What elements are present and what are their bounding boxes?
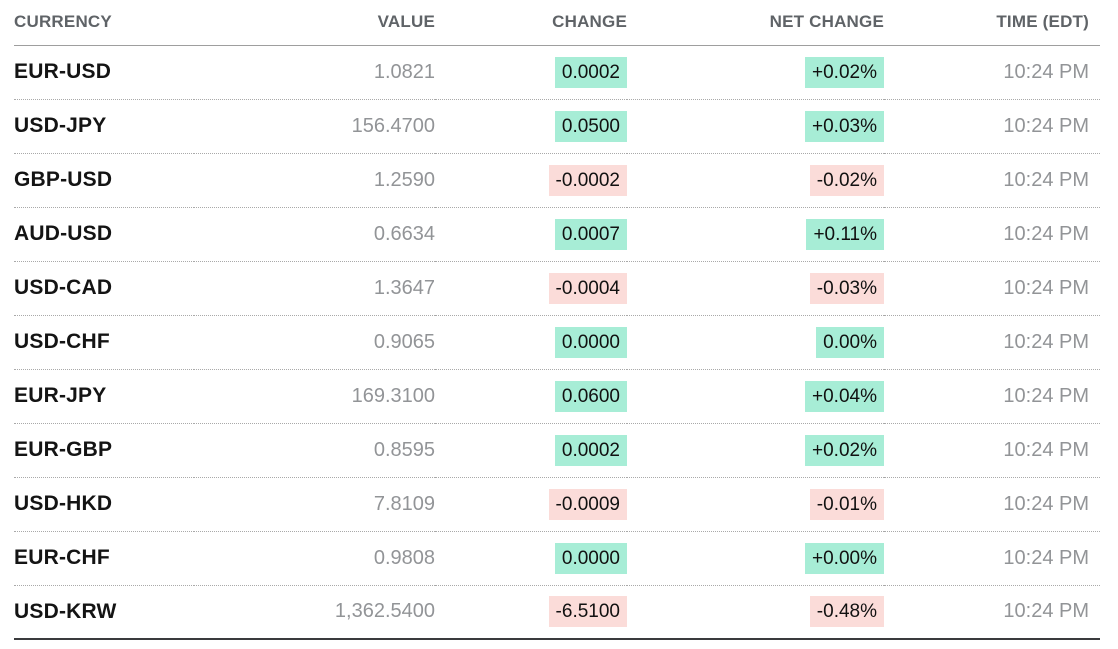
change-badge: 0.0002	[554, 434, 627, 466]
net-change-cell: -0.03%	[627, 261, 884, 316]
table-row[interactable]: GBP-USD 1.2590 -0.0002 -0.02% 10:24 PM	[14, 153, 1100, 208]
net-change-badge: 0.00%	[816, 326, 884, 358]
change-badge: 0.0007	[554, 218, 627, 250]
table-row[interactable]: USD-CHF 0.9065 0.0000 0.00% 10:24 PM	[14, 315, 1100, 370]
change-cell: 0.0002	[435, 45, 627, 100]
value-cell: 0.8595	[194, 423, 435, 478]
value-cell: 7.8109	[194, 477, 435, 532]
column-header-net-change: NET CHANGE	[627, 0, 884, 46]
change-badge: -0.0004	[548, 272, 627, 304]
table-row[interactable]: EUR-GBP 0.8595 0.0002 +0.02% 10:24 PM	[14, 423, 1100, 478]
change-cell: 0.0500	[435, 99, 627, 154]
currency-pair-link[interactable]: USD-HKD	[14, 477, 194, 532]
currency-pair-link[interactable]: GBP-USD	[14, 153, 194, 208]
time-cell: 10:24 PM	[884, 45, 1100, 100]
value-cell: 0.9808	[194, 531, 435, 586]
value-cell: 1.0821	[194, 45, 435, 100]
table-row[interactable]: EUR-JPY 169.3100 0.0600 +0.04% 10:24 PM	[14, 369, 1100, 424]
change-cell: 0.0002	[435, 423, 627, 478]
table-row[interactable]: USD-JPY 156.4700 0.0500 +0.03% 10:24 PM	[14, 99, 1100, 154]
currency-pair-link[interactable]: EUR-JPY	[14, 369, 194, 424]
column-header-change: CHANGE	[435, 0, 627, 46]
net-change-cell: +0.11%	[627, 207, 884, 262]
net-change-badge: +0.02%	[805, 434, 884, 466]
currency-pair-link[interactable]: EUR-GBP	[14, 423, 194, 478]
net-change-cell: +0.04%	[627, 369, 884, 424]
value-cell: 1.2590	[194, 153, 435, 208]
net-change-cell: +0.00%	[627, 531, 884, 586]
table-row[interactable]: EUR-USD 1.0821 0.0002 +0.02% 10:24 PM	[14, 45, 1100, 100]
net-change-badge: -0.03%	[809, 272, 884, 304]
net-change-badge: -0.02%	[809, 164, 884, 196]
change-badge: 0.0600	[554, 380, 627, 412]
change-cell: -0.0002	[435, 153, 627, 208]
net-change-badge: -0.01%	[809, 488, 884, 520]
change-badge: 0.0002	[554, 56, 627, 88]
change-cell: -6.5100	[435, 585, 627, 640]
net-change-cell: +0.02%	[627, 45, 884, 100]
net-change-cell: -0.48%	[627, 585, 884, 640]
change-cell: 0.0600	[435, 369, 627, 424]
time-cell: 10:24 PM	[884, 153, 1100, 208]
change-badge: -0.0002	[548, 164, 627, 196]
change-badge: 0.0000	[554, 326, 627, 358]
net-change-badge: +0.02%	[805, 56, 884, 88]
change-badge: -0.0009	[548, 488, 627, 520]
time-cell: 10:24 PM	[884, 99, 1100, 154]
table-row[interactable]: AUD-USD 0.6634 0.0007 +0.11% 10:24 PM	[14, 207, 1100, 262]
time-cell: 10:24 PM	[884, 423, 1100, 478]
net-change-badge: -0.48%	[809, 596, 884, 628]
value-cell: 0.9065	[194, 315, 435, 370]
net-change-badge: +0.04%	[805, 380, 884, 412]
table-row[interactable]: EUR-CHF 0.9808 0.0000 +0.00% 10:24 PM	[14, 531, 1100, 586]
table-row[interactable]: USD-HKD 7.8109 -0.0009 -0.01% 10:24 PM	[14, 477, 1100, 532]
table-row[interactable]: USD-CAD 1.3647 -0.0004 -0.03% 10:24 PM	[14, 261, 1100, 316]
currency-pair-link[interactable]: AUD-USD	[14, 207, 194, 262]
change-cell: -0.0004	[435, 261, 627, 316]
net-change-badge: +0.00%	[805, 542, 884, 574]
time-cell: 10:24 PM	[884, 369, 1100, 424]
change-cell: -0.0009	[435, 477, 627, 532]
net-change-cell: -0.02%	[627, 153, 884, 208]
change-cell: 0.0000	[435, 315, 627, 370]
currency-pair-link[interactable]: EUR-CHF	[14, 531, 194, 586]
column-header-time: TIME (EDT)	[884, 0, 1100, 46]
value-cell: 169.3100	[194, 369, 435, 424]
change-badge: 0.0500	[554, 110, 627, 142]
table-body: EUR-USD 1.0821 0.0002 +0.02% 10:24 PM US…	[14, 45, 1100, 640]
change-badge: 0.0000	[554, 542, 627, 574]
net-change-cell: +0.03%	[627, 99, 884, 154]
time-cell: 10:24 PM	[884, 585, 1100, 640]
column-header-currency: CURRENCY	[14, 0, 194, 46]
table-header: CURRENCY VALUE CHANGE NET CHANGE TIME (E…	[14, 0, 1100, 46]
value-cell: 1,362.5400	[194, 585, 435, 640]
time-cell: 10:24 PM	[884, 261, 1100, 316]
time-cell: 10:24 PM	[884, 315, 1100, 370]
time-cell: 10:24 PM	[884, 207, 1100, 262]
currency-pair-link[interactable]: USD-KRW	[14, 585, 194, 640]
net-change-badge: +0.03%	[805, 110, 884, 142]
column-header-value: VALUE	[194, 0, 435, 46]
value-cell: 0.6634	[194, 207, 435, 262]
value-cell: 1.3647	[194, 261, 435, 316]
table-row[interactable]: USD-KRW 1,362.5400 -6.5100 -0.48% 10:24 …	[14, 585, 1100, 640]
currency-pair-link[interactable]: EUR-USD	[14, 45, 194, 100]
net-change-cell: +0.02%	[627, 423, 884, 478]
value-cell: 156.4700	[194, 99, 435, 154]
net-change-cell: 0.00%	[627, 315, 884, 370]
currency-pair-link[interactable]: USD-CHF	[14, 315, 194, 370]
net-change-cell: -0.01%	[627, 477, 884, 532]
currency-rates-table: CURRENCY VALUE CHANGE NET CHANGE TIME (E…	[14, 0, 1100, 640]
change-badge: -6.5100	[548, 596, 627, 628]
header-row: CURRENCY VALUE CHANGE NET CHANGE TIME (E…	[14, 0, 1100, 46]
currency-pair-link[interactable]: USD-CAD	[14, 261, 194, 316]
change-cell: 0.0000	[435, 531, 627, 586]
time-cell: 10:24 PM	[884, 477, 1100, 532]
change-cell: 0.0007	[435, 207, 627, 262]
net-change-badge: +0.11%	[806, 218, 884, 250]
currency-pair-link[interactable]: USD-JPY	[14, 99, 194, 154]
time-cell: 10:24 PM	[884, 531, 1100, 586]
